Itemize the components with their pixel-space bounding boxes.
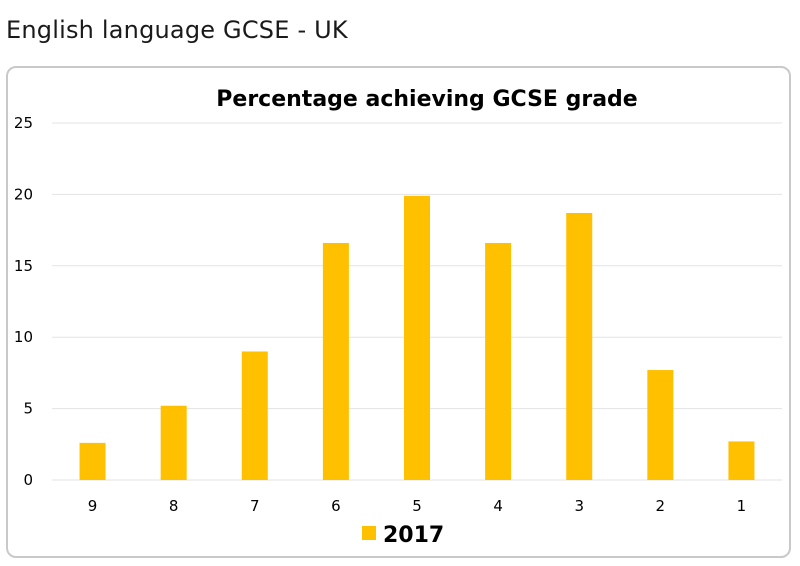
bar-grade-8 (160, 405, 187, 480)
y-axis-ticks: 0 5 10 15 20 25 (14, 114, 33, 489)
y-tick-label: 5 (23, 400, 33, 418)
y-tick-label: 15 (14, 257, 33, 275)
bar-grade-1 (728, 441, 755, 480)
x-tick-label: 6 (331, 497, 341, 515)
bar-grade-9 (79, 442, 106, 480)
x-axis-ticks: 9 8 7 6 5 4 3 2 1 (88, 497, 746, 515)
bar-grade-4 (485, 242, 512, 480)
legend-label: 2017 (383, 523, 444, 548)
x-tick-label: 5 (412, 497, 422, 515)
page-heading: English language GCSE - UK (6, 16, 348, 44)
chart-title: Percentage achieving GCSE grade (216, 87, 637, 112)
bar-grade-7 (241, 351, 268, 480)
x-tick-label: 8 (169, 497, 179, 515)
x-tick-label: 9 (88, 497, 98, 515)
bar-grade-2 (647, 370, 674, 480)
x-tick-label: 7 (250, 497, 260, 515)
x-tick-label: 3 (574, 497, 584, 515)
y-tick-label: 10 (14, 328, 33, 346)
y-tick-label: 0 (23, 471, 33, 489)
y-tick-label: 25 (14, 114, 33, 132)
x-tick-label: 4 (493, 497, 503, 515)
bar-grade-3 (566, 212, 593, 481)
bar-grade-5 (404, 195, 430, 480)
bar-grade-6 (322, 242, 349, 480)
legend-swatch (362, 526, 376, 540)
bars (79, 195, 755, 481)
x-tick-label: 1 (737, 497, 747, 515)
x-tick-label: 2 (656, 497, 666, 515)
legend: 2017 (362, 523, 444, 548)
y-tick-label: 20 (14, 185, 33, 203)
